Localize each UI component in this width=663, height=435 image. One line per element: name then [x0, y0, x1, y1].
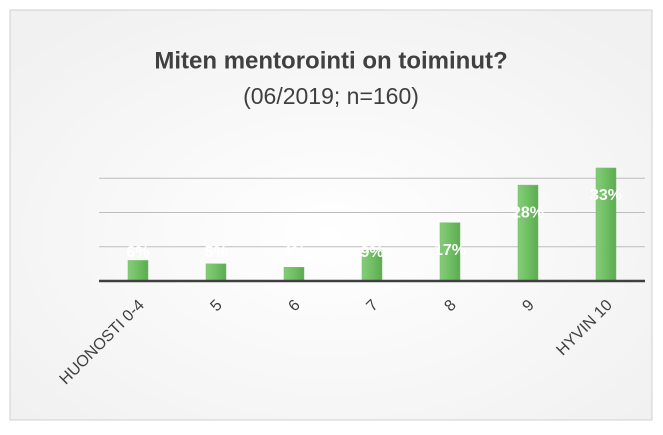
bar	[517, 184, 539, 282]
data-label: 28%	[512, 204, 544, 221]
chart-subtitle: (06/2019; n=160)	[243, 83, 419, 109]
chart-title: Miten mentorointi on toiminut?	[154, 47, 507, 74]
data-label: 6%	[126, 244, 149, 261]
data-label: 17%	[434, 242, 466, 259]
bar	[205, 263, 227, 282]
data-label: 33%	[590, 187, 622, 204]
chart-frame	[9, 9, 653, 421]
bar	[283, 267, 305, 282]
data-label: 9%	[360, 244, 383, 261]
bar	[595, 167, 617, 282]
bar	[127, 260, 149, 282]
data-label: 5%	[204, 244, 227, 261]
data-label: 4%	[282, 244, 305, 261]
